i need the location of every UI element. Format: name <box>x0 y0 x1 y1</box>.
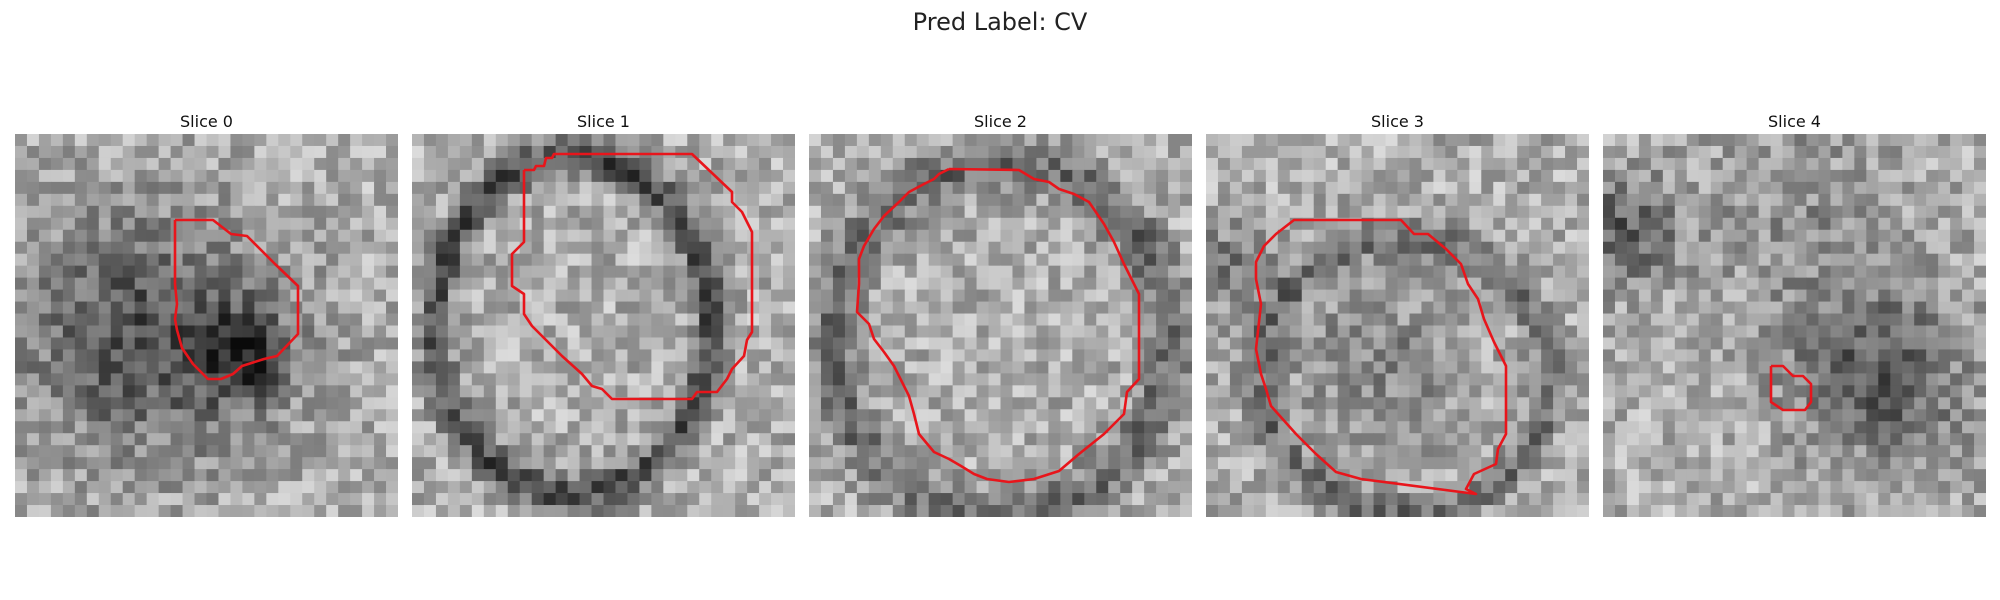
prediction-contour <box>1769 364 1813 412</box>
microscopy-slice-image <box>1206 134 1589 517</box>
prediction-contour <box>855 167 1141 484</box>
prediction-contour <box>173 218 300 381</box>
slice-panel-1: Slice 1 <box>412 110 795 517</box>
slice-panel-3: Slice 3 <box>1206 110 1589 517</box>
prediction-contour <box>510 152 754 401</box>
slice-title: Slice 0 <box>180 112 233 131</box>
slice-title: Slice 3 <box>1371 112 1424 131</box>
slice-title: Slice 1 <box>577 112 630 131</box>
microscopy-slice-image <box>809 134 1192 517</box>
slice-panel-2: Slice 2 <box>809 110 1192 517</box>
slice-panel-4: Slice 4 <box>1603 110 1986 517</box>
slice-title: Slice 2 <box>974 112 1027 131</box>
microscopy-slice-image <box>15 134 398 517</box>
microscopy-slice-image <box>412 134 795 517</box>
figure-title: Pred Label: CV <box>912 8 1088 36</box>
slice-title: Slice 4 <box>1768 112 1821 131</box>
microscopy-slice-image <box>1603 134 1986 517</box>
slice-panel-0: Slice 0 <box>15 110 398 517</box>
prediction-contour <box>1254 218 1508 496</box>
